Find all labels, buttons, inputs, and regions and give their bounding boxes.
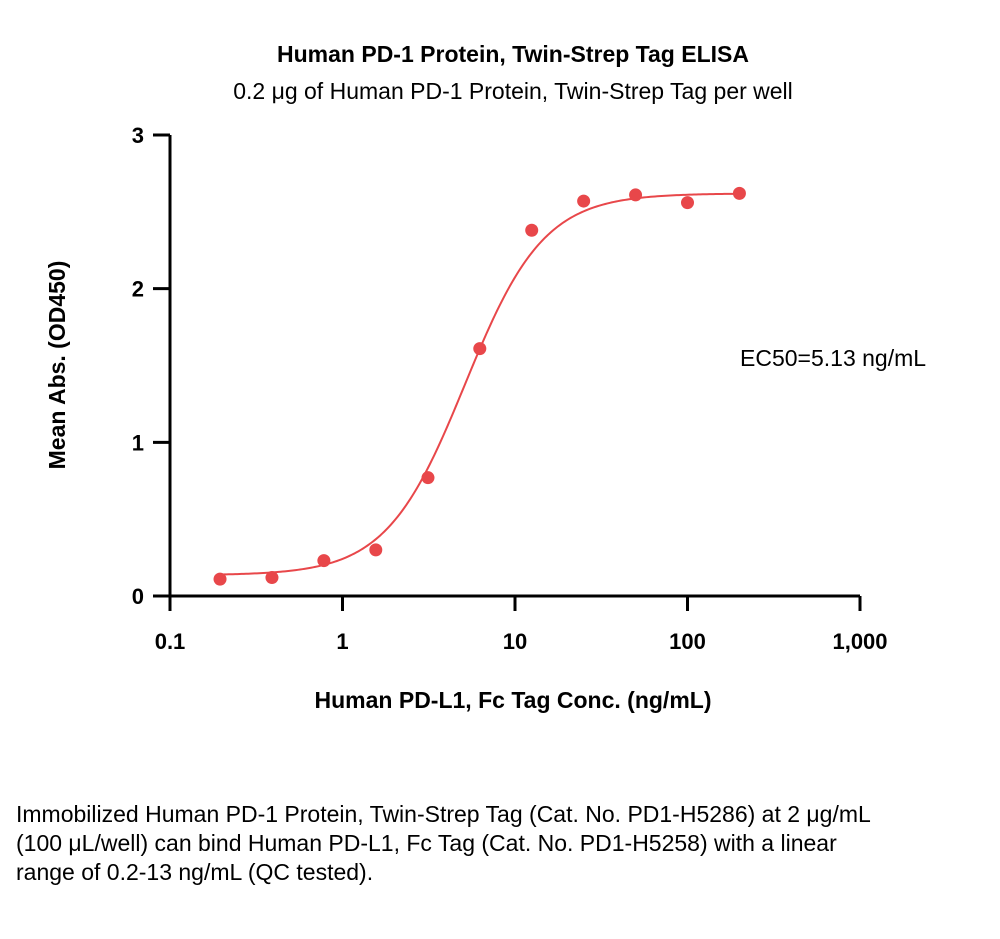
y-tick-label: 0 <box>132 584 144 609</box>
x-tick-label: 1,000 <box>832 629 887 654</box>
data-point <box>317 554 331 568</box>
fit-curve <box>220 192 740 576</box>
x-tick-label: 0.1 <box>155 629 186 654</box>
data-point <box>732 186 746 200</box>
chart-title: Human PD-1 Protein, Twin-Strep Tag ELISA <box>277 41 749 67</box>
data-point <box>369 543 383 557</box>
figure-caption: Immobilized Human PD-1 Protein, Twin-Str… <box>16 801 870 885</box>
data-point <box>525 223 539 237</box>
data-point <box>473 342 487 356</box>
y-tick-label: 1 <box>132 430 144 455</box>
y-tick-label: 2 <box>132 277 144 302</box>
data-point <box>681 196 694 210</box>
x-tick-label: 100 <box>669 629 706 654</box>
x-tick-label: 10 <box>503 629 527 654</box>
elisa-chart: Human PD-1 Protein, Twin-Strep Tag ELISA… <box>44 41 926 713</box>
x-axis-label: Human PD-L1, Fc Tag Conc. (ng/mL) <box>315 687 712 713</box>
data-point <box>213 572 227 586</box>
plot-area: 0.1 1 10 100 1,000 0 1 2 3 <box>132 123 888 654</box>
data-point <box>629 188 643 202</box>
data-point <box>577 194 591 208</box>
data-point <box>421 471 435 485</box>
y-axis-label: Mean Abs. (OD450) <box>44 261 70 470</box>
ec50-annotation: EC50=5.13 ng/mL <box>740 345 926 371</box>
y-tick-label: 3 <box>132 123 144 148</box>
data-point <box>265 571 279 585</box>
chart-subtitle: 0.2 μg of Human PD-1 Protein, Twin-Strep… <box>233 78 793 104</box>
x-tick-label: 1 <box>336 629 348 654</box>
